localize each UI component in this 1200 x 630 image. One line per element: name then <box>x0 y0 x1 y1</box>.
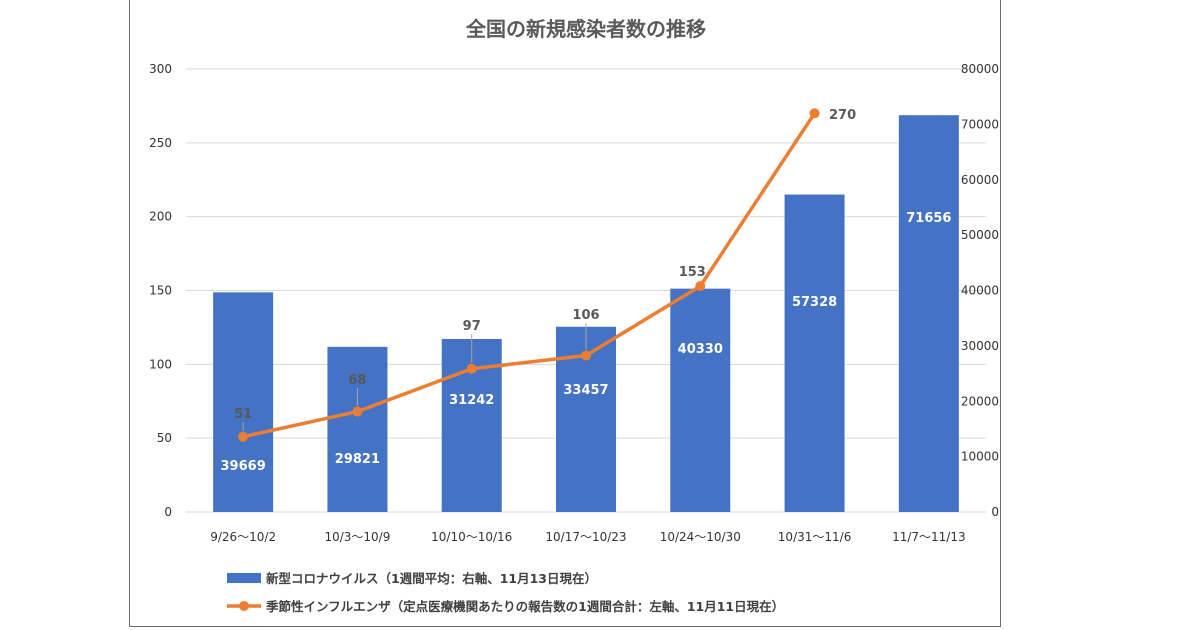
right-tick-label: 60000 <box>961 173 999 187</box>
line-value-label: 68 <box>348 373 366 388</box>
left-tick-label: 200 <box>149 210 172 224</box>
left-tick-label: 0 <box>164 505 172 519</box>
category-label: 10/10～10/16 <box>431 530 512 544</box>
line-point <box>466 363 477 374</box>
bar-value-label: 29821 <box>335 452 380 467</box>
bar <box>898 115 959 513</box>
legend: 新型コロナウイルス（1週間平均：右軸、11月13日現在） 季節性インフルエンザ（… <box>227 571 784 614</box>
left-tick-label: 50 <box>157 431 172 445</box>
bar <box>213 292 274 512</box>
line-value-label: 51 <box>234 407 252 422</box>
line-value-label: 97 <box>463 319 481 334</box>
right-tick-label: 20000 <box>961 394 999 408</box>
bar-data-labels: 39669 29821 31242 33457 40330 57328 71656 <box>221 211 952 474</box>
category-label: 10/3～10/9 <box>324 530 390 544</box>
right-tick-label: 80000 <box>961 62 999 76</box>
category-label: 10/17～10/23 <box>545 530 626 544</box>
line-value-label: 270 <box>829 108 856 123</box>
right-tick-label: 50000 <box>961 228 999 242</box>
category-labels: 9/26～10/2 10/3～10/9 10/10～10/16 10/17～10/23… <box>210 530 965 544</box>
line-point <box>352 406 363 417</box>
legend-line-marker <box>239 601 249 611</box>
line-point <box>695 281 706 292</box>
left-tick-label: 300 <box>149 62 172 76</box>
bar-value-label: 40330 <box>678 342 723 357</box>
bar-value-label: 39669 <box>221 459 266 474</box>
left-tick-label: 250 <box>149 136 172 150</box>
legend-bar-label: 新型コロナウイルス（1週間平均：右軸、11月13日現在） <box>266 571 597 586</box>
bar-value-label: 33457 <box>563 383 608 398</box>
line-point <box>238 431 249 442</box>
line-value-label: 153 <box>679 265 706 280</box>
bar <box>784 194 845 512</box>
bar <box>327 346 388 512</box>
category-label: 10/24～10/30 <box>660 530 741 544</box>
right-tick-label: 70000 <box>961 117 999 131</box>
chart-frame: 全国の新規感染者数の推移 0 50 100 150 200 250 300 0 10000 20… <box>129 0 1001 627</box>
right-tick-label: 40000 <box>961 284 999 298</box>
legend-bar-swatch <box>227 573 261 583</box>
category-label: 10/31～11/6 <box>778 530 852 544</box>
line-point <box>809 108 820 119</box>
left-axis-ticks: 0 50 100 150 200 250 300 <box>149 62 172 519</box>
line-path <box>242 112 817 439</box>
chart-title: 全国の新規感染者数の推移 <box>465 17 706 41</box>
line-point <box>581 350 591 361</box>
line-value-label: 106 <box>572 308 599 323</box>
right-tick-label: 30000 <box>961 339 999 353</box>
bar-value-label: 71656 <box>906 211 951 226</box>
right-axis-ticks: 0 10000 20000 30000 40000 50000 60000 70000 8000… <box>961 62 999 519</box>
chart-svg: 全国の新規感染者数の推移 0 50 100 150 200 250 300 0 10000 20… <box>149 17 999 614</box>
category-label: 9/26～10/2 <box>210 530 276 544</box>
line-data-labels: 51 68 97 106 153 270 <box>234 108 856 431</box>
bar-series <box>213 115 959 513</box>
category-label: 11/7～11/13 <box>892 530 966 544</box>
bar-value-label: 31242 <box>449 393 494 408</box>
left-tick-label: 100 <box>149 357 172 371</box>
right-tick-label: 0 <box>991 505 999 519</box>
left-tick-label: 150 <box>149 284 172 298</box>
bar <box>670 288 731 512</box>
legend-line-label: 季節性インフルエンザ（定点医療機関あたりの報告数の1週間合計：左軸、11月11日… <box>265 599 784 614</box>
line-series <box>238 108 820 442</box>
right-tick-label: 10000 <box>961 450 999 464</box>
bar-value-label: 57328 <box>792 295 837 310</box>
